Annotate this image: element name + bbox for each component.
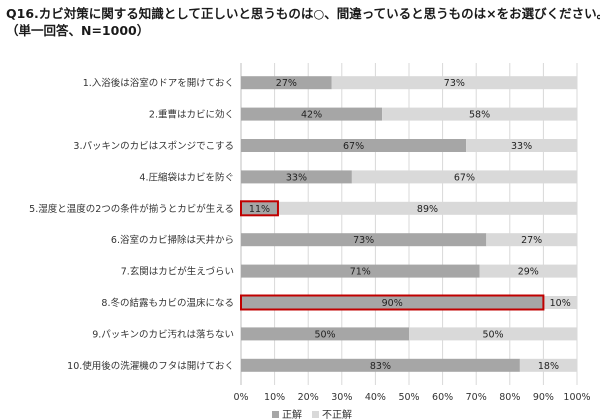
category-label: 1.入浴後は浴室のドアを開けておく — [83, 77, 234, 89]
bar-segment-incorrect — [543, 296, 577, 309]
x-tick-label: 100% — [563, 392, 590, 403]
category-label: 4.圧縮袋はカビを防ぐ — [139, 171, 234, 183]
bar-segment-incorrect — [519, 358, 577, 372]
bar-segment-correct — [241, 107, 383, 121]
bar-segment-incorrect — [479, 264, 577, 278]
category-label: 10.使用後の洗濯機のフタは開けておく — [67, 360, 234, 372]
bar-segment-correct — [241, 233, 487, 247]
highlight-box — [240, 200, 279, 217]
bar-value-label: 27% — [276, 78, 297, 89]
bar-segment-correct — [241, 296, 544, 309]
bar-value-label: 89% — [417, 204, 438, 215]
bar-value-label: 73% — [444, 78, 465, 89]
x-tick-label: 60% — [432, 392, 453, 403]
legend-swatch — [312, 411, 319, 418]
bar-segment-correct — [241, 139, 467, 152]
legend-label: 正解 — [282, 408, 302, 420]
bar-segment-incorrect — [466, 139, 577, 152]
bar-value-label: 50% — [314, 329, 335, 340]
bar-segment-incorrect — [331, 76, 577, 90]
category-label: 8.冬の結露もカビの温床になる — [101, 297, 234, 309]
bar-segment-correct — [241, 327, 409, 341]
x-tick-label: 50% — [398, 392, 419, 403]
category-labels: 1.入浴後は浴室のドアを開けておく 2.重曹はカビに効く 3.パッキンのカビはスポン… — [29, 77, 234, 372]
legend: 正解 不正解 — [272, 408, 352, 420]
bar-value-label: 73% — [353, 235, 374, 246]
bar-segment-correct — [241, 201, 278, 215]
x-tick-label: 90% — [533, 392, 554, 403]
category-label: 7.玄関はカビが生えづらい — [121, 266, 234, 278]
bar-segment-correct — [241, 264, 480, 278]
category-label: 9.パッキンのカビ汚れは落ちない — [92, 328, 234, 340]
bar-value-label: 83% — [370, 361, 391, 372]
x-tick-label: 70% — [466, 392, 487, 403]
bar-value-label: 67% — [454, 172, 475, 183]
bar-segment-incorrect — [277, 201, 577, 215]
legend-swatch — [272, 411, 279, 418]
bar-value-label: 50% — [482, 329, 503, 340]
bar-value-label: 42% — [301, 110, 322, 121]
bar-value-label: 67% — [343, 141, 364, 152]
bar-value-label: 33% — [511, 141, 532, 152]
bar-segment-correct — [241, 358, 520, 372]
legend-label: 不正解 — [322, 408, 352, 420]
bar-segment-incorrect — [409, 327, 577, 341]
x-tick-label: 80% — [499, 392, 520, 403]
bar-segment-correct — [241, 76, 332, 90]
x-tick-label: 0% — [233, 392, 248, 403]
x-axis-ticks: 0% 10% 20% 30% 40% 50% 60% 70% 80% 90% 100% — [233, 392, 590, 403]
chart-title-block: Q16.カビ対策に関する知識として正しいと思うものは○、間違っていると思うものは… — [6, 5, 600, 39]
x-tick-label: 10% — [264, 392, 285, 403]
x-tick-label: 20% — [298, 392, 319, 403]
bar-segment-correct — [241, 170, 352, 184]
bars-group: 27% 73% 42% 58% 67% 33% 33% 67% 11% 89% 73% 27% 71% 2… — [240, 76, 577, 372]
chart-title: Q16.カビ対策に関する知識として正しいと思うものは○、間違っていると思うものは… — [6, 6, 600, 21]
bar-segment-incorrect — [351, 170, 577, 184]
bar-value-label: 33% — [286, 172, 307, 183]
x-tick-label: 40% — [365, 392, 386, 403]
category-label: 2.重曹はカビに効く — [149, 109, 234, 121]
category-label: 3.パッキンのカビはスポンジでこする — [73, 141, 234, 152]
bar-value-label: 58% — [469, 110, 490, 121]
bar-value-label: 10% — [550, 298, 571, 309]
x-tick-label: 30% — [331, 392, 352, 403]
bar-value-label: 18% — [538, 361, 559, 372]
category-label: 5.湿度と温度の2つの条件が揃うとカビが生える — [29, 203, 234, 215]
bar-value-label: 27% — [521, 235, 542, 246]
bar-value-label: 71% — [350, 267, 371, 278]
highlight-box — [240, 294, 545, 311]
bar-value-label: 11% — [249, 204, 270, 215]
category-label: 6.浴室のカビ掃除は天井から — [111, 234, 234, 246]
chart-subtitle: （単一回答、N=1000） — [6, 23, 150, 38]
bar-value-label: 29% — [518, 267, 539, 278]
bar-segment-incorrect — [382, 107, 577, 121]
bar-segment-incorrect — [486, 233, 577, 247]
bar-value-label: 90% — [382, 298, 403, 309]
